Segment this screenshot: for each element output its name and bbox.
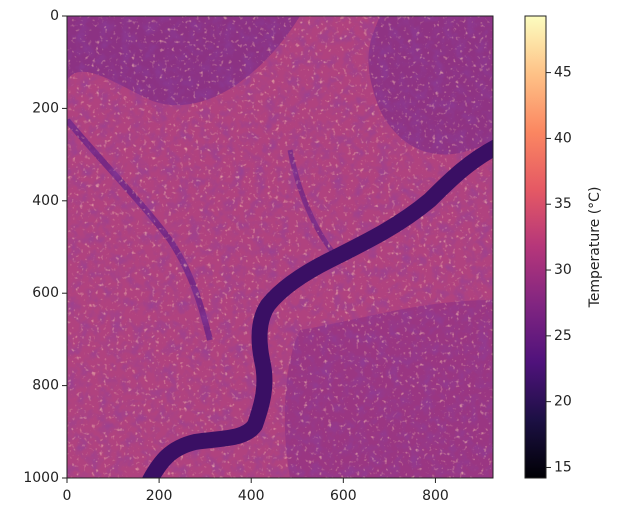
x-tick-label: 600 xyxy=(330,488,357,504)
y-tick-label: 0 xyxy=(50,8,59,24)
heatmap-image xyxy=(67,16,493,478)
x-tick-label: 0 xyxy=(63,488,72,504)
axes-frame xyxy=(66,15,494,479)
colorbar xyxy=(524,15,547,479)
y-tick-label: 400 xyxy=(32,193,59,209)
y-tick-label: 200 xyxy=(32,100,59,116)
river xyxy=(142,139,493,478)
colorbar-tick-label: 30 xyxy=(554,262,572,278)
y-tick-label: 600 xyxy=(32,285,59,301)
colorbar-tick-label: 35 xyxy=(554,196,572,212)
colorbar-tick-label: 20 xyxy=(554,394,572,410)
x-tick-label: 800 xyxy=(422,488,449,504)
colorbar-tick-label: 40 xyxy=(554,130,572,146)
y-tick-label: 800 xyxy=(32,378,59,394)
x-tick-label: 200 xyxy=(146,488,173,504)
image-hotspots xyxy=(67,16,493,478)
x-tick-label: 400 xyxy=(238,488,265,504)
colorbar-tick-label: 15 xyxy=(554,459,572,475)
y-tick-label: 1000 xyxy=(23,470,59,486)
colorbar-tick-label: 45 xyxy=(554,65,572,81)
colorbar-label: Temperature (°C) xyxy=(587,187,603,309)
colorbar-tick-label: 25 xyxy=(554,328,572,344)
